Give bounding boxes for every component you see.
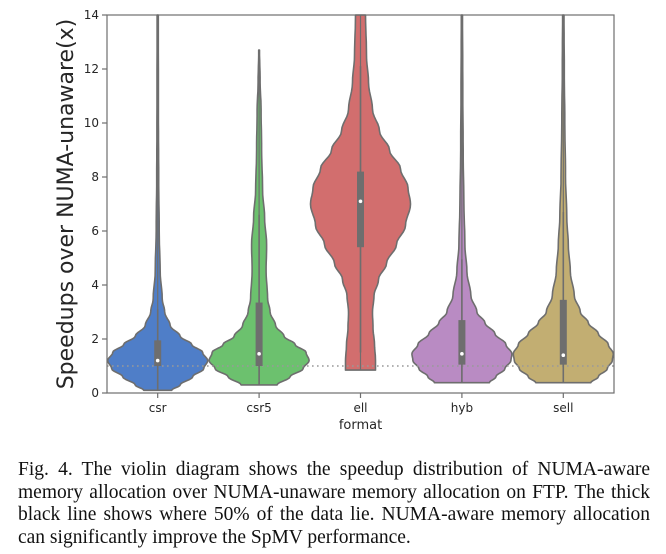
y-tick-label: 10 xyxy=(84,116,99,130)
x-tick-label-csr5: csr5 xyxy=(246,401,271,415)
y-tick-label: 14 xyxy=(84,8,99,22)
y-tick-label: 2 xyxy=(91,332,99,346)
iqr-box-csr5 xyxy=(255,302,263,366)
y-tick-label: 6 xyxy=(91,224,99,238)
x-axis-ticks: csr csr5 ell hyb sell xyxy=(149,393,573,415)
y-axis-ticks: 0 2 4 6 8 10 12 14 xyxy=(84,8,107,400)
iqr-box-ell xyxy=(357,171,364,248)
x-tick-label-hyb: hyb xyxy=(451,401,473,415)
x-tick-label-csr: csr xyxy=(149,401,167,415)
x-tick-label-ell: ell xyxy=(353,401,367,415)
x-tick-label-sell: sell xyxy=(553,401,573,415)
figure-caption: Fig. 4. The violin diagram shows the spe… xyxy=(18,459,650,548)
violin-chart: 0 2 4 6 8 10 12 14 csr csr5 ell hyb sell Speedups o… xyxy=(54,8,615,433)
y-tick-label: 4 xyxy=(91,278,99,292)
iqr-box-csr xyxy=(154,340,162,366)
median-dot-csr5 xyxy=(257,352,261,356)
median-dot-ell xyxy=(358,199,363,204)
y-tick-label: 0 xyxy=(91,386,99,400)
boxes-layer xyxy=(154,15,567,391)
median-dot-sell xyxy=(561,353,566,358)
x-axis-title: format xyxy=(339,418,382,433)
median-dot-csr xyxy=(155,358,160,363)
y-tick-label: 12 xyxy=(84,62,99,76)
iqr-box-sell xyxy=(559,299,567,365)
y-axis-title: Speedups over NUMA-unaware(x) xyxy=(54,19,79,390)
y-tick-label: 8 xyxy=(91,170,99,184)
median-dot-hyb xyxy=(460,352,464,356)
iqr-box-hyb xyxy=(458,320,466,365)
